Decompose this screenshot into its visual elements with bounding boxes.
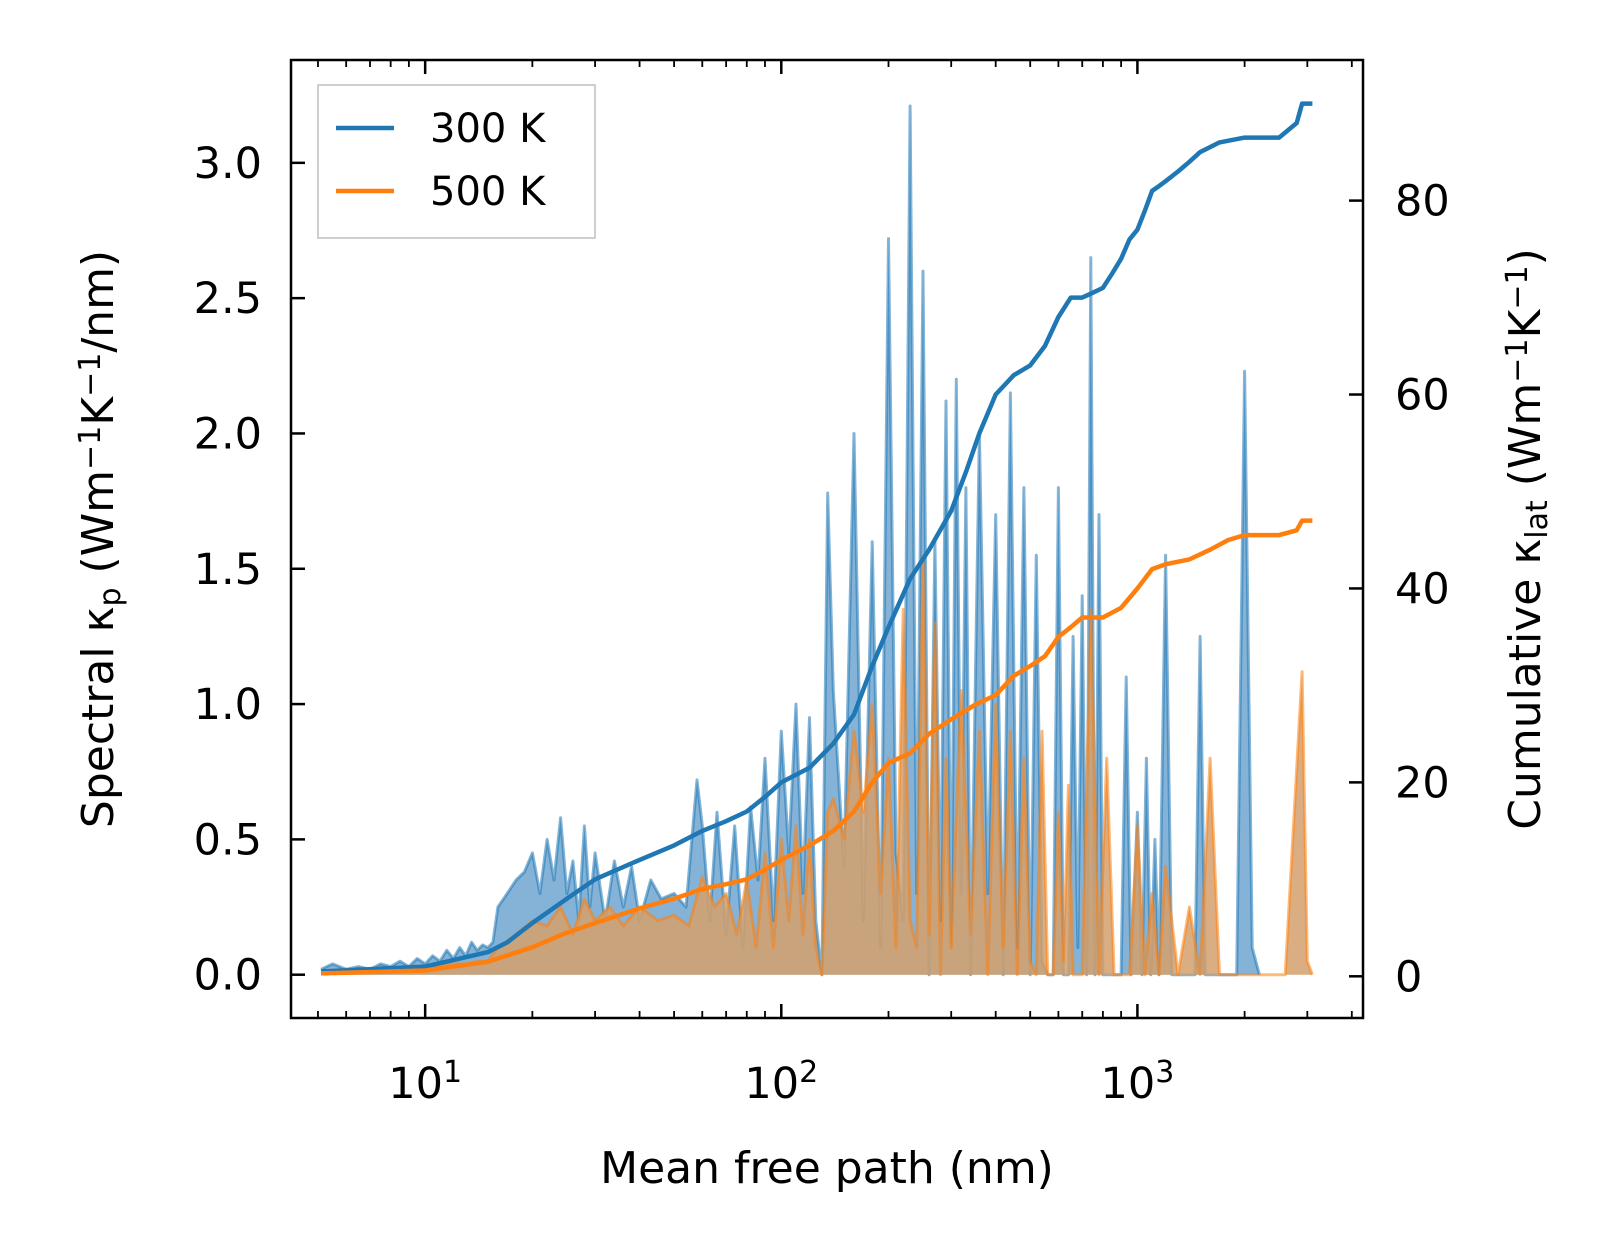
axis-ticks xyxy=(291,60,1363,1018)
spectral-fill-layer xyxy=(320,104,1314,977)
y-left-tick-label: 0.0 xyxy=(194,951,262,1001)
y-axis-left-label: Spectral κp (Wm−1K−1/nm) xyxy=(73,250,128,828)
y-right-tick-label: 0 xyxy=(1395,952,1422,1002)
x-axis-label: Mean free path (nm) xyxy=(600,1143,1054,1194)
spectral-outline-500k xyxy=(320,553,1314,977)
y-left-tick-label: 3.0 xyxy=(194,139,262,189)
legend: 300 K 500 K xyxy=(317,84,596,239)
y-right-tick-label: 80 xyxy=(1395,177,1450,227)
cumulative-line-layer xyxy=(320,101,1313,976)
y-right-tick-label: 20 xyxy=(1395,758,1450,808)
y-left-tick-label: 0.5 xyxy=(194,815,262,865)
spectral-area-500k xyxy=(321,555,1313,975)
x-tick-label: 103 xyxy=(1101,1055,1175,1110)
cumulative-line-300k xyxy=(320,101,1313,974)
axis-tick-labels: 101 102 103 0.0 0.5 1.0 1.5 2.0 2.5 3.0 0 20 40 60 80 xyxy=(194,139,1450,1109)
y-left-tick-label: 2.0 xyxy=(194,409,262,459)
legend-box xyxy=(317,84,596,239)
y-right-tick-label: 60 xyxy=(1395,371,1450,421)
x-tick-label: 102 xyxy=(744,1055,818,1110)
legend-label-500k: 500 K xyxy=(430,169,547,215)
spectral-outline-300k xyxy=(320,104,1261,977)
y-axis-right-label: Cumulative κlat (Wm−1K−1) xyxy=(1500,248,1555,830)
y-left-tick-label: 1.0 xyxy=(194,680,262,730)
x-tick-label: 101 xyxy=(388,1055,462,1110)
cumulative-line-500k xyxy=(320,518,1313,976)
y-left-tick-label: 2.5 xyxy=(194,274,262,324)
plot-frame xyxy=(289,58,1365,1020)
y-left-tick-label: 1.5 xyxy=(194,545,262,595)
legend-label-300k: 300 K xyxy=(430,106,547,152)
y-right-tick-label: 40 xyxy=(1395,564,1450,614)
